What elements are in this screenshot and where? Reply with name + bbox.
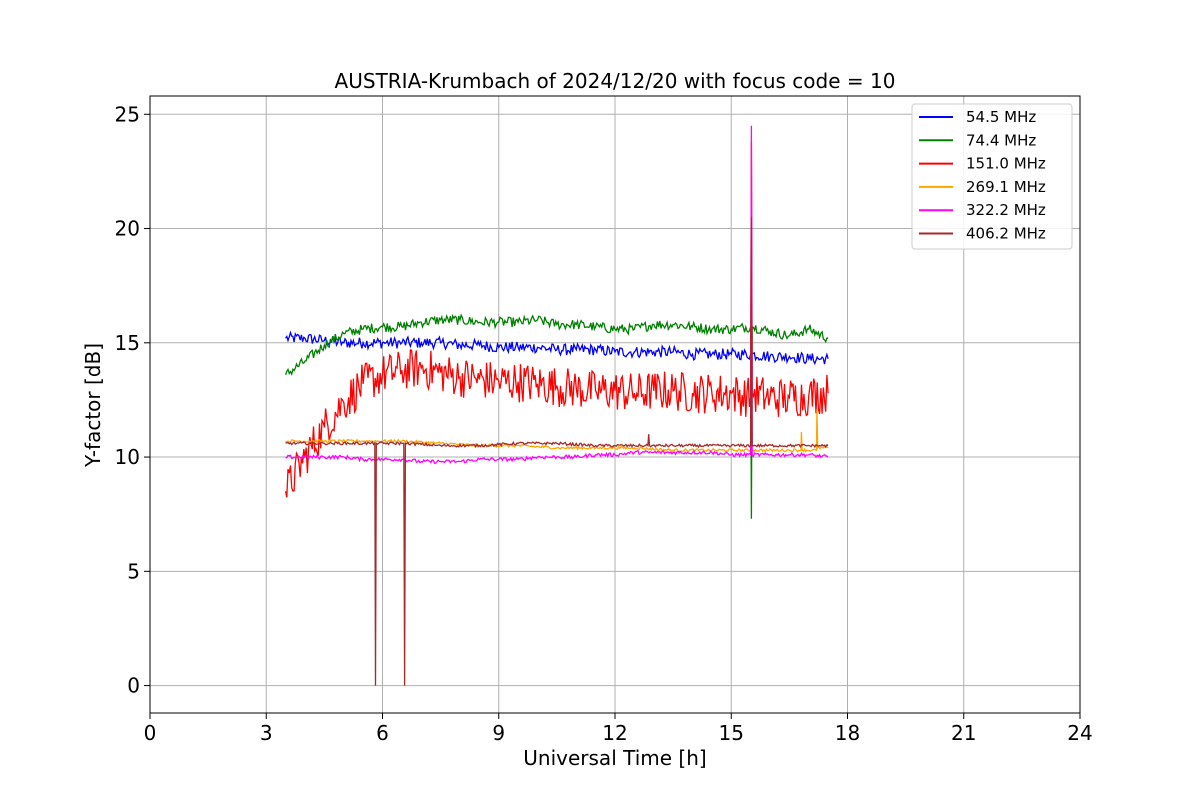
legend-label: 151.0 MHz [966,155,1046,173]
x-tick-label: 12 [602,721,627,745]
series-line-2 [284,141,829,498]
legend-label: 269.1 MHz [966,178,1046,196]
ticks: 0 3 6 9 12 15 18 21 24 0 5 10 15 20 25 [115,102,1093,745]
series-line-3 [285,409,829,453]
x-tick-label: 6 [376,721,389,745]
y-tick-label: 25 [115,102,140,126]
legend: 54.5 MHz 74.4 MHz 151.0 MHz 269.1 MHz 32… [911,103,1073,250]
x-tick-label: 24 [1067,721,1092,745]
y-tick-label: 0 [127,674,140,698]
chart-title: AUSTRIA-Krumbach of 2024/12/20 with focu… [335,69,896,93]
series-line-1 [284,313,829,519]
legend-label: 406.2 MHz [966,225,1046,243]
y-tick-label: 5 [127,559,140,583]
y-tick-label: 10 [115,445,140,469]
series-line-0 [285,330,829,366]
y-tick-label: 20 [115,217,140,241]
x-axis-label: Universal Time [h] [523,746,706,770]
x-tick-label: 15 [719,721,744,745]
legend-label: 74.4 MHz [966,131,1036,149]
x-tick-label: 21 [951,721,976,745]
legend-label: 54.5 MHz [966,108,1036,126]
x-tick-label: 0 [144,721,157,745]
y-tick-label: 15 [115,331,140,355]
series-line-5 [285,217,829,686]
x-tick-label: 3 [260,721,273,745]
x-tick-label: 9 [492,721,505,745]
x-tick-label: 18 [835,721,860,745]
series-lines [284,125,829,686]
y-axis-label: Y-factor [dB] [81,343,105,468]
series-line-4 [285,125,829,465]
legend-label: 322.2 MHz [966,201,1046,219]
